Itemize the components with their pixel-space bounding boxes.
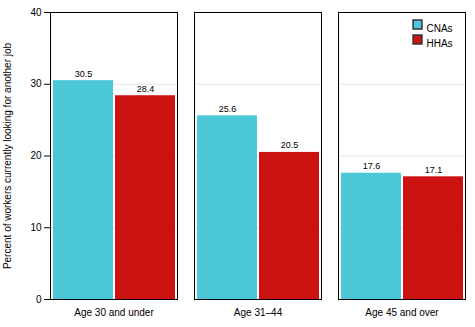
- svg-text:30.5: 30.5: [75, 69, 93, 79]
- svg-text:30: 30: [30, 78, 42, 89]
- svg-text:HHAs: HHAs: [427, 38, 453, 49]
- svg-text:CNAs: CNAs: [427, 23, 453, 34]
- svg-text:40: 40: [30, 7, 42, 18]
- svg-text:17.6: 17.6: [363, 161, 381, 171]
- svg-text:20: 20: [30, 150, 42, 161]
- svg-text:Age 31–44: Age 31–44: [234, 307, 283, 318]
- svg-text:17.1: 17.1: [425, 165, 443, 175]
- svg-text:Age 30 and under: Age 30 and under: [74, 307, 154, 318]
- svg-text:28.4: 28.4: [137, 84, 155, 94]
- svg-text:Percent of workers currently l: Percent of workers currently looking for…: [2, 42, 13, 269]
- svg-text:10: 10: [30, 222, 42, 233]
- svg-text:0: 0: [36, 294, 42, 305]
- svg-text:Age 45 and over: Age 45 and over: [365, 307, 439, 318]
- svg-text:25.6: 25.6: [219, 104, 237, 114]
- svg-text:20.5: 20.5: [281, 140, 299, 150]
